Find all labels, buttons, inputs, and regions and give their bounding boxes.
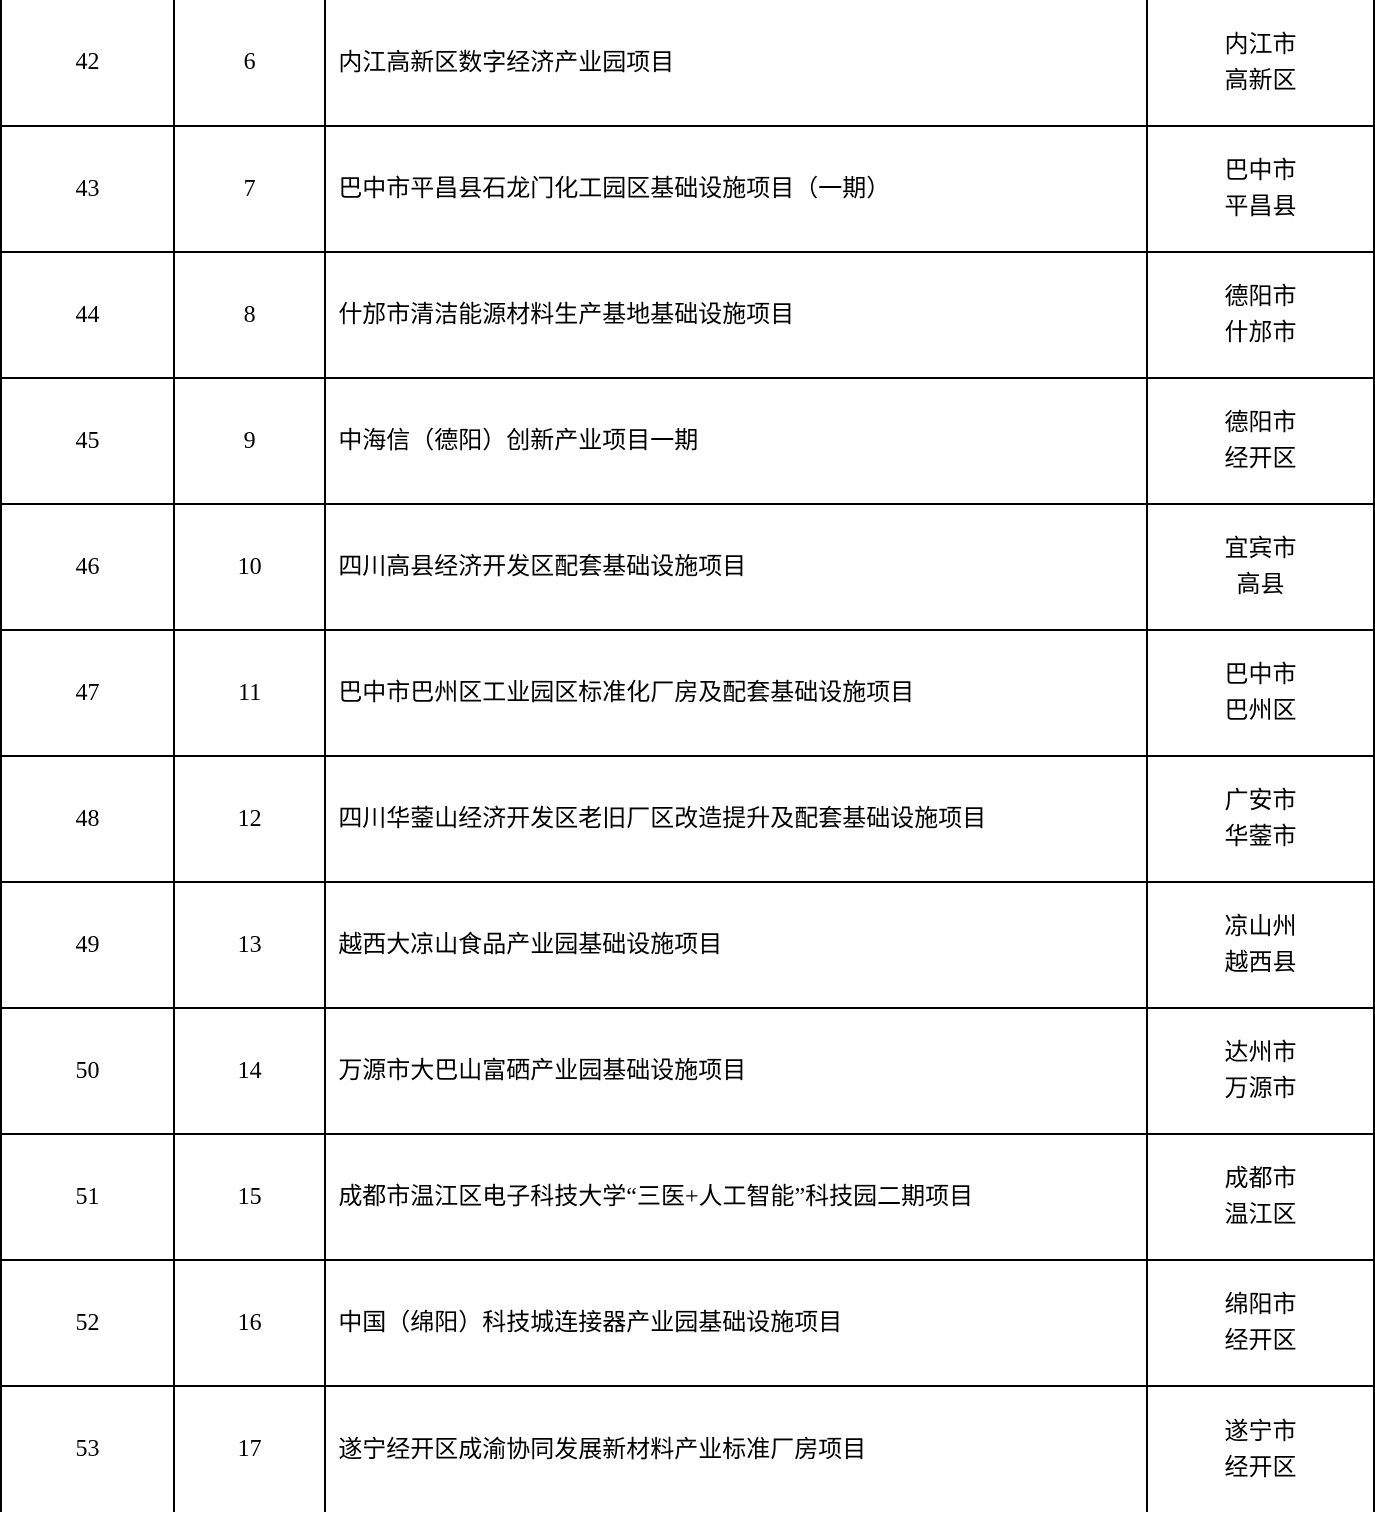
table-row: 4913越西大凉山食品产业园基础设施项目凉山州越西县 <box>1 882 1374 1008</box>
location-line-1: 达州市 <box>1156 1035 1365 1071</box>
project-name-cell: 四川高县经济开发区配套基础设施项目 <box>325 504 1147 630</box>
sub-number-cell: 7 <box>174 126 325 252</box>
project-name-cell: 越西大凉山食品产业园基础设施项目 <box>325 882 1147 1008</box>
projects-table: 426内江高新区数字经济产业园项目内江市高新区437巴中市平昌县石龙门化工园区基… <box>0 0 1375 1512</box>
table-row: 5317遂宁经开区成渝协同发展新材料产业标准厂房项目遂宁市经开区 <box>1 1386 1374 1512</box>
location-line-2: 高新区 <box>1156 63 1365 99</box>
project-name-cell: 内江高新区数字经济产业园项目 <box>325 0 1147 126</box>
table-row: 4812四川华蓥山经济开发区老旧厂区改造提升及配套基础设施项目广安市华蓥市 <box>1 756 1374 882</box>
sequence-number-cell: 44 <box>1 252 174 378</box>
sequence-number-cell: 43 <box>1 126 174 252</box>
table-row: 4711巴中市巴州区工业园区标准化厂房及配套基础设施项目巴中市巴州区 <box>1 630 1374 756</box>
location-line-1: 广安市 <box>1156 783 1365 819</box>
table-row: 5216中国（绵阳）科技城连接器产业园基础设施项目绵阳市经开区 <box>1 1260 1374 1386</box>
location-line-1: 成都市 <box>1156 1161 1365 1197</box>
location-cell: 巴中市平昌县 <box>1147 126 1374 252</box>
table-row: 5115成都市温江区电子科技大学“三医+人工智能”科技园二期项目成都市温江区 <box>1 1134 1374 1260</box>
sub-number-cell: 16 <box>174 1260 325 1386</box>
project-name-cell: 巴中市平昌县石龙门化工园区基础设施项目（一期） <box>325 126 1147 252</box>
table-row: 426内江高新区数字经济产业园项目内江市高新区 <box>1 0 1374 126</box>
location-line-1: 德阳市 <box>1156 405 1365 441</box>
location-line-1: 凉山州 <box>1156 909 1365 945</box>
location-line-2: 平昌县 <box>1156 189 1365 225</box>
project-name-cell: 四川华蓥山经济开发区老旧厂区改造提升及配套基础设施项目 <box>325 756 1147 882</box>
sequence-number-cell: 45 <box>1 378 174 504</box>
sub-number-cell: 13 <box>174 882 325 1008</box>
sequence-number-cell: 50 <box>1 1008 174 1134</box>
sub-number-cell: 15 <box>174 1134 325 1260</box>
location-line-1: 巴中市 <box>1156 657 1365 693</box>
sequence-number-cell: 42 <box>1 0 174 126</box>
location-cell: 德阳市什邡市 <box>1147 252 1374 378</box>
table-body: 426内江高新区数字经济产业园项目内江市高新区437巴中市平昌县石龙门化工园区基… <box>1 0 1374 1512</box>
location-line-1: 巴中市 <box>1156 153 1365 189</box>
location-cell: 宜宾市高县 <box>1147 504 1374 630</box>
sub-number-cell: 6 <box>174 0 325 126</box>
project-name-cell: 中国（绵阳）科技城连接器产业园基础设施项目 <box>325 1260 1147 1386</box>
sub-number-cell: 9 <box>174 378 325 504</box>
location-line-1: 内江市 <box>1156 27 1365 63</box>
location-line-2: 华蓥市 <box>1156 819 1365 855</box>
sub-number-cell: 8 <box>174 252 325 378</box>
table-row: 5014万源市大巴山富硒产业园基础设施项目达州市万源市 <box>1 1008 1374 1134</box>
project-name-cell: 什邡市清洁能源材料生产基地基础设施项目 <box>325 252 1147 378</box>
location-line-2: 温江区 <box>1156 1197 1365 1233</box>
sequence-number-cell: 48 <box>1 756 174 882</box>
location-cell: 内江市高新区 <box>1147 0 1374 126</box>
project-name-cell: 巴中市巴州区工业园区标准化厂房及配套基础设施项目 <box>325 630 1147 756</box>
location-cell: 巴中市巴州区 <box>1147 630 1374 756</box>
sub-number-cell: 10 <box>174 504 325 630</box>
sequence-number-cell: 49 <box>1 882 174 1008</box>
project-name-cell: 成都市温江区电子科技大学“三医+人工智能”科技园二期项目 <box>325 1134 1147 1260</box>
project-name-cell: 遂宁经开区成渝协同发展新材料产业标准厂房项目 <box>325 1386 1147 1512</box>
sub-number-cell: 12 <box>174 756 325 882</box>
location-line-2: 万源市 <box>1156 1071 1365 1107</box>
sub-number-cell: 14 <box>174 1008 325 1134</box>
location-cell: 达州市万源市 <box>1147 1008 1374 1134</box>
location-cell: 广安市华蓥市 <box>1147 756 1374 882</box>
location-cell: 成都市温江区 <box>1147 1134 1374 1260</box>
table-row: 448什邡市清洁能源材料生产基地基础设施项目德阳市什邡市 <box>1 252 1374 378</box>
location-line-1: 德阳市 <box>1156 279 1365 315</box>
sequence-number-cell: 46 <box>1 504 174 630</box>
sequence-number-cell: 52 <box>1 1260 174 1386</box>
project-name-cell: 万源市大巴山富硒产业园基础设施项目 <box>325 1008 1147 1134</box>
location-line-1: 宜宾市 <box>1156 531 1365 567</box>
table-row: 4610四川高县经济开发区配套基础设施项目宜宾市高县 <box>1 504 1374 630</box>
location-line-1: 绵阳市 <box>1156 1287 1365 1323</box>
sequence-number-cell: 53 <box>1 1386 174 1512</box>
project-name-cell: 中海信（德阳）创新产业项目一期 <box>325 378 1147 504</box>
sub-number-cell: 17 <box>174 1386 325 1512</box>
location-line-1: 遂宁市 <box>1156 1414 1365 1450</box>
location-cell: 德阳市经开区 <box>1147 378 1374 504</box>
location-line-2: 经开区 <box>1156 441 1365 477</box>
sequence-number-cell: 47 <box>1 630 174 756</box>
table-row: 459中海信（德阳）创新产业项目一期德阳市经开区 <box>1 378 1374 504</box>
location-line-2: 高县 <box>1156 567 1365 603</box>
location-line-2: 经开区 <box>1156 1323 1365 1359</box>
sequence-number-cell: 51 <box>1 1134 174 1260</box>
sub-number-cell: 11 <box>174 630 325 756</box>
location-line-2: 什邡市 <box>1156 315 1365 351</box>
location-cell: 凉山州越西县 <box>1147 882 1374 1008</box>
location-line-2: 经开区 <box>1156 1450 1365 1486</box>
location-cell: 遂宁市经开区 <box>1147 1386 1374 1512</box>
location-line-2: 越西县 <box>1156 945 1365 981</box>
location-cell: 绵阳市经开区 <box>1147 1260 1374 1386</box>
location-line-2: 巴州区 <box>1156 693 1365 729</box>
table-row: 437巴中市平昌县石龙门化工园区基础设施项目（一期）巴中市平昌县 <box>1 126 1374 252</box>
